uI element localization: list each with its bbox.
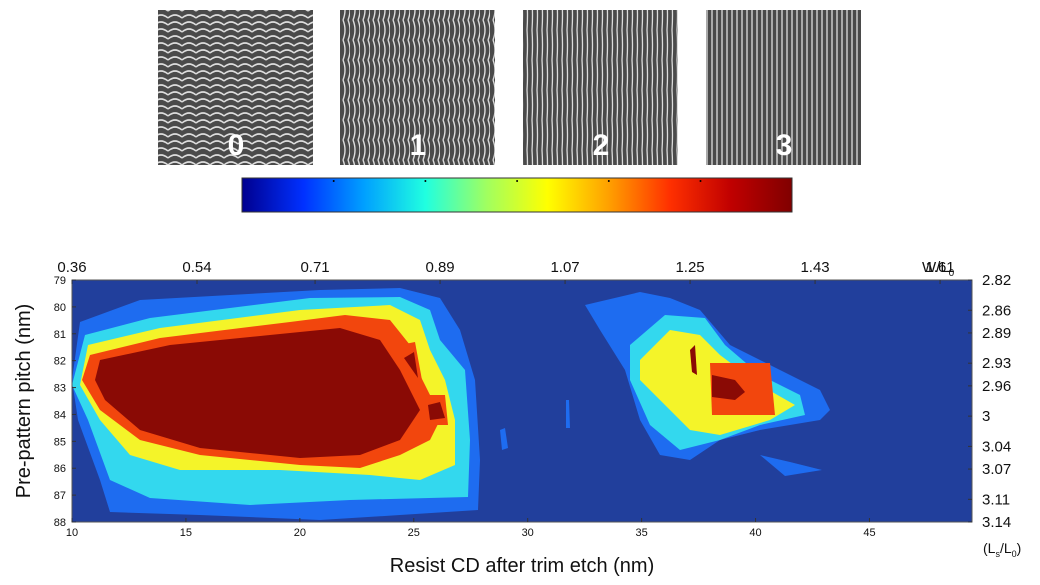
- x2-tick-label: 0.89: [425, 259, 454, 276]
- x2-tick-label: 0.36: [57, 259, 86, 276]
- x-tick-label: 10: [66, 527, 78, 539]
- x-axis-label: Resist CD after trim etch (nm): [390, 555, 654, 577]
- contour-region: [712, 375, 745, 400]
- y2-tick-label: 3.11: [982, 491, 1010, 508]
- y2-tick-label: 2.89: [982, 325, 1011, 342]
- x2-tick-label: 0.54: [182, 259, 211, 276]
- contour-region: [428, 402, 445, 420]
- y-tick-label: 82: [54, 356, 66, 368]
- plot-frame: [71, 279, 973, 523]
- sem-images: 0 1 2 3: [158, 10, 861, 165]
- x-tick-label: 30: [522, 527, 534, 539]
- contour-region: [760, 455, 822, 476]
- colorbar-dot: [699, 180, 702, 182]
- contour-plot: [71, 279, 973, 523]
- image-label: 0: [228, 129, 245, 162]
- sem-image: [706, 10, 861, 165]
- y-tick-label: 86: [54, 463, 66, 475]
- x2-tick-label: 1.07: [550, 259, 579, 276]
- image-label: 3: [776, 129, 793, 162]
- x-tick-label: 40: [749, 527, 761, 539]
- sem-image: [158, 10, 313, 165]
- y2-tick-label: 2.93: [982, 355, 1011, 372]
- x2-tick-label: 0.71: [300, 259, 329, 276]
- contour-region: [95, 328, 420, 458]
- y-axis-label: Pre-pattern pitch (nm): [13, 304, 35, 499]
- sem-image: [340, 10, 495, 165]
- y2-tick-label: 2.96: [982, 378, 1011, 395]
- y-tick-label: 87: [54, 490, 66, 502]
- y-tick-label: 88: [54, 517, 66, 529]
- y-tick-label: 83: [54, 383, 66, 395]
- x2-tick-label: 1.25: [675, 259, 704, 276]
- y2-axis-label: (Ls/L0): [983, 540, 1021, 559]
- colorbar: [241, 177, 793, 213]
- contour-region: [500, 428, 508, 450]
- y2-tick-label: 3.14: [982, 514, 1011, 531]
- image-label: 2: [593, 129, 610, 162]
- y-tick-label: 80: [54, 302, 66, 314]
- x2-axis-label: W/L0: [922, 259, 955, 279]
- contour-region: [566, 400, 570, 428]
- x-tick-label: 45: [863, 527, 875, 539]
- contour-region: [690, 345, 697, 375]
- image-label: 1: [410, 129, 427, 162]
- y-tick-label: 85: [54, 436, 66, 448]
- y2-tick-label: 2.86: [982, 302, 1011, 319]
- colorbar-dot: [607, 180, 610, 182]
- contour-region: [404, 352, 418, 378]
- y2-tick-label: 3.04: [982, 438, 1011, 455]
- x-tick-label: 20: [294, 527, 306, 539]
- colorbar-dot: [332, 180, 335, 182]
- x2-tick-label: 1.43: [800, 259, 829, 276]
- y-tick-label: 84: [54, 409, 66, 421]
- colorbar-dot: [424, 180, 427, 182]
- contour-region: [110, 486, 124, 508]
- y-tick-label: 81: [54, 329, 66, 341]
- y2-tick-label: 3.07: [982, 461, 1011, 478]
- y2-tick-label: 3: [982, 408, 990, 425]
- x2-tick-label: 1.61: [925, 259, 954, 276]
- x-tick-label: 15: [180, 527, 192, 539]
- colorbar-dot: [516, 180, 519, 182]
- x-tick-label: 25: [408, 527, 420, 539]
- x-tick-label: 35: [635, 527, 647, 539]
- y-tick-label: 79: [54, 275, 66, 287]
- y2-tick-label: 2.82: [982, 272, 1011, 289]
- sem-image: [523, 10, 678, 165]
